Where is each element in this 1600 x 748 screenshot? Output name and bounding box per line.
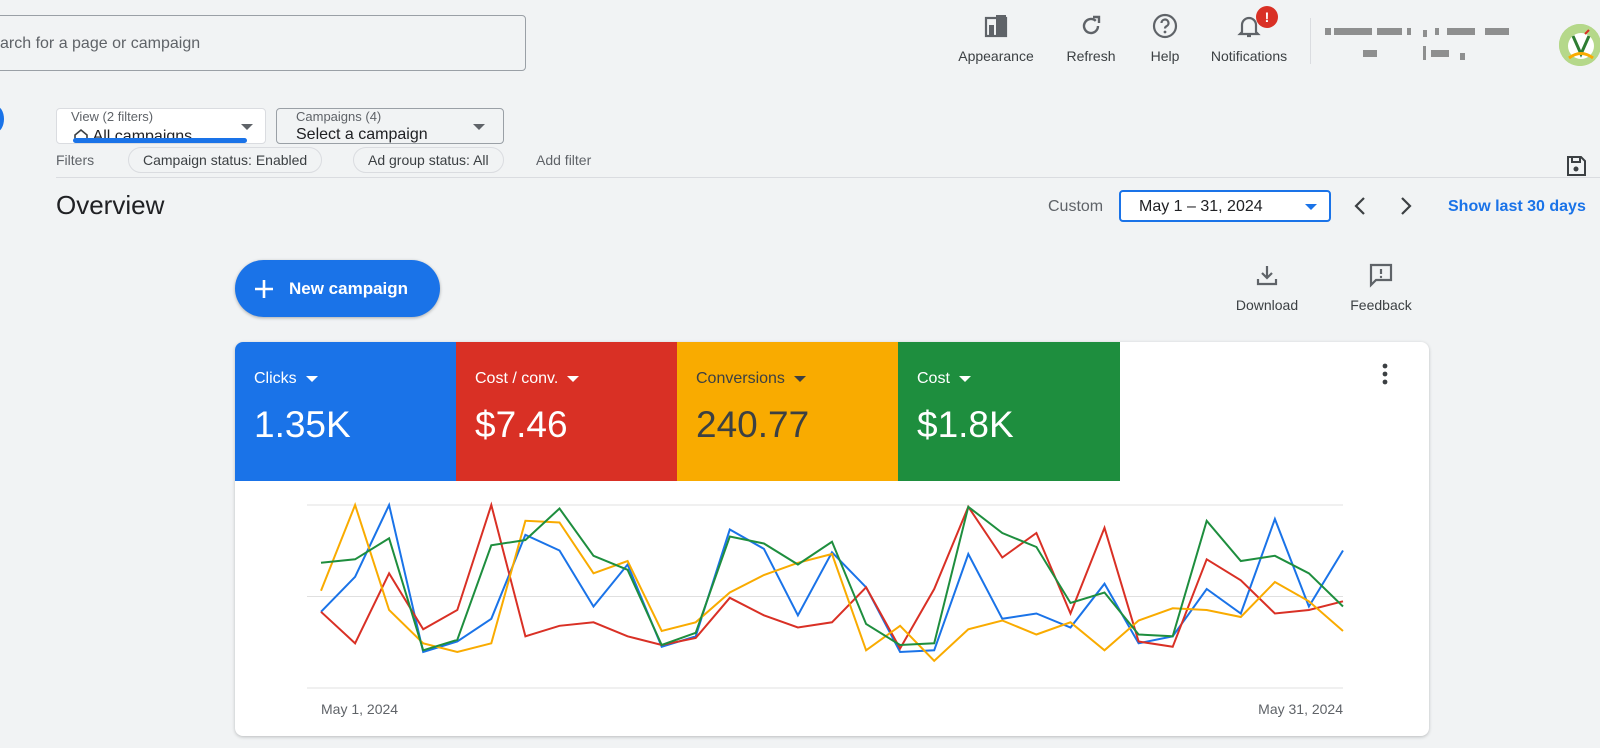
avatar[interactable]	[1559, 24, 1600, 66]
feedback-button[interactable]: Feedback	[1336, 262, 1426, 313]
help-icon	[1152, 13, 1178, 39]
download-label: Download	[1235, 297, 1299, 313]
filter-chip-ad-group-status[interactable]: Ad group status: All	[353, 147, 504, 173]
download-icon	[1256, 266, 1278, 286]
notifications-button[interactable]: ! Notifications	[1204, 6, 1294, 64]
chevron-down-icon	[241, 124, 253, 130]
series-line-3	[320, 505, 1344, 652]
campaign-select-value: Select a campaign	[296, 126, 428, 143]
notifications-label: Notifications	[1210, 48, 1288, 64]
date-custom-label: Custom	[1048, 198, 1104, 215]
series-line-1	[320, 501, 1344, 651]
filters-divider	[56, 177, 1600, 178]
series-line-2	[320, 502, 1344, 663]
plus-icon	[255, 279, 273, 298]
performance-card: Clicks 1.35K Cost / conv. $7.46 Conversi…	[235, 342, 1429, 736]
x-axis-end-label: May 31, 2024	[1258, 701, 1343, 717]
appearance-icon	[984, 15, 1008, 38]
caret-down-icon	[793, 376, 806, 382]
chevron-right-icon[interactable]	[1396, 194, 1416, 218]
date-range-select[interactable]: May 1 – 31, 2024	[1119, 190, 1331, 222]
new-campaign-label: New campaign	[289, 278, 409, 298]
download-button[interactable]: Download	[1222, 262, 1312, 313]
new-campaign-button[interactable]: New campaign	[235, 260, 440, 317]
metric-label: Cost / conv.	[475, 370, 559, 387]
chevron-down-icon	[473, 124, 485, 130]
campaign-select[interactable]: Campaigns (4) Select a campaign	[276, 108, 504, 144]
bell-icon	[1237, 16, 1261, 38]
x-axis-start-label: May 1, 2024	[321, 701, 399, 717]
chevron-left-icon[interactable]	[1350, 194, 1370, 218]
metric-tile-conversions[interactable]: Conversions 240.77	[677, 342, 899, 481]
view-select[interactable]: View (2 filters) All campaigns	[56, 108, 266, 144]
view-select-label: View (2 filters)	[71, 109, 154, 124]
metric-tile-cost-per-conv[interactable]: Cost / conv. $7.46	[456, 342, 678, 481]
metric-label: Cost	[917, 370, 950, 387]
help-label: Help	[1150, 48, 1180, 64]
line-chart	[307, 501, 1344, 689]
caret-down-icon	[567, 376, 580, 382]
filters-label: Filters	[56, 152, 95, 168]
refresh-button[interactable]: Refresh	[1046, 10, 1136, 64]
notification-badge: !	[1256, 6, 1278, 28]
filter-chip-campaign-status[interactable]: Campaign status: Enabled	[128, 147, 323, 173]
add-filter-button[interactable]: Add filter	[536, 152, 592, 168]
header-divider	[1310, 18, 1311, 64]
metric-value: $1.8K	[917, 404, 1014, 445]
metric-tile-cost[interactable]: Cost $1.8K	[898, 342, 1120, 481]
more-vert-icon[interactable]	[1381, 362, 1389, 386]
metric-label: Clicks	[254, 370, 297, 387]
page-title: Overview	[56, 190, 165, 220]
save-icon[interactable]	[1564, 154, 1588, 178]
search-placeholder: arch for a page or campaign	[0, 35, 201, 52]
appearance-button[interactable]: Appearance	[951, 10, 1041, 64]
metric-value: 240.77	[696, 404, 810, 445]
chevron-down-icon	[1305, 204, 1317, 210]
caret-down-icon	[305, 376, 318, 382]
side-menu-indicator[interactable]	[0, 106, 4, 132]
caret-down-icon	[958, 376, 971, 382]
show-last-30-days-link[interactable]: Show last 30 days	[1448, 198, 1586, 215]
account-info-redacted[interactable]	[1325, 22, 1535, 67]
help-button[interactable]: Help	[1120, 10, 1210, 64]
date-range-value: May 1 – 31, 2024	[1139, 198, 1263, 215]
metric-label: Conversions	[696, 370, 785, 387]
appearance-label: Appearance	[958, 48, 1034, 64]
feedback-icon	[1369, 263, 1393, 288]
metric-value: $7.46	[475, 404, 568, 445]
view-select-underline	[73, 138, 247, 143]
search-input[interactable]	[0, 15, 526, 71]
metric-value: 1.35K	[254, 404, 351, 445]
feedback-label: Feedback	[1350, 297, 1412, 313]
campaign-select-label: Campaigns (4)	[296, 109, 382, 124]
metric-tile-clicks[interactable]: Clicks 1.35K	[235, 342, 457, 481]
refresh-icon	[1082, 15, 1101, 35]
refresh-label: Refresh	[1066, 48, 1116, 64]
